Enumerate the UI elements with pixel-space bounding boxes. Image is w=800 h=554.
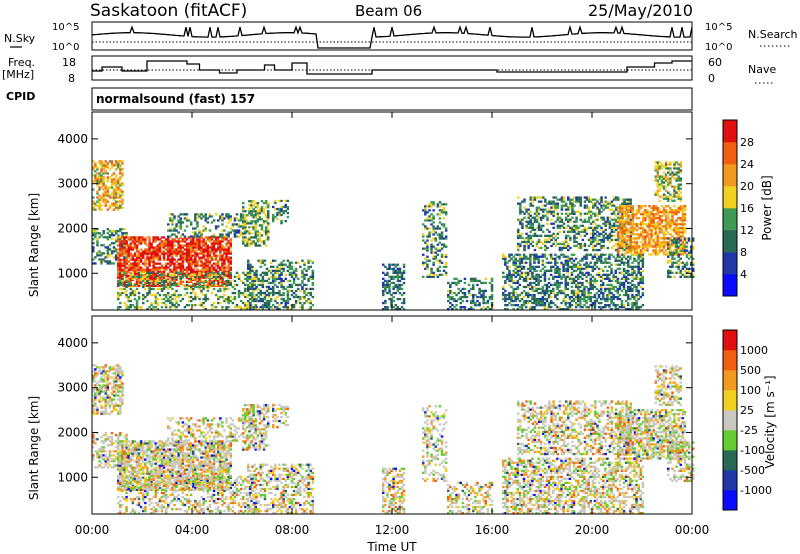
- colorbar-swatch: [723, 120, 737, 143]
- colorbar-frame: [722, 329, 738, 511]
- colorbar-tick-label: 12: [740, 224, 754, 237]
- power-scatter: [92, 160, 695, 311]
- colorbar-swatch: [723, 330, 737, 351]
- cpid-label: CPID: [6, 90, 35, 103]
- power-colorbar-label: Power [dB]: [760, 175, 774, 240]
- x-tick-label: 12:00: [375, 523, 410, 537]
- cpid-frame: [91, 87, 693, 111]
- nsky-tick-bottom: 10^0: [52, 42, 79, 53]
- freq-tick-bottom: 8: [68, 72, 75, 85]
- velocity-colorbar: 1000 500 100 25 -25 -100 -500 -1000: [722, 329, 772, 511]
- nsearch-tick-bottom: 10^0: [705, 42, 732, 53]
- x-tick-label: 00:00: [675, 523, 710, 537]
- colorbar-swatch: [723, 142, 737, 165]
- station-title: Saskatoon (fitACF): [90, 1, 247, 21]
- colorbar-swatch: [723, 450, 737, 471]
- time-xlabel: Time UT: [366, 540, 417, 554]
- colorbar-swatch: [723, 274, 737, 297]
- y-tick-label: 4000: [57, 132, 88, 146]
- cpid-text: normalsound (fast) 157: [96, 92, 255, 106]
- nsky-panel: N.Sky 10^5 10^0 10^5 10^0 N.Search: [4, 21, 798, 53]
- colorbar-swatch: [723, 430, 737, 451]
- freq-unit: [MHz]: [2, 68, 34, 81]
- colorbar-tick-label: -100: [740, 444, 765, 457]
- x-tick-label: 04:00: [175, 523, 210, 537]
- freq-label: Freq.: [8, 56, 35, 69]
- colorbar-swatch: [723, 164, 737, 187]
- power-colorbar: 28 24 20 16 12 8 4: [722, 119, 754, 297]
- nsearch-label: N.Search: [748, 28, 798, 41]
- nsearch-tick-top: 10^5: [705, 22, 732, 33]
- nave-label: Nave: [748, 63, 776, 76]
- velocity-colorbar-label: Velocity [m s⁻¹]: [763, 375, 777, 468]
- colorbar-tick-label: 25: [740, 404, 754, 417]
- y-tick-label: 1000: [57, 470, 88, 484]
- y-tick-label: 1000: [57, 266, 88, 280]
- colorbar-tick-label: -500: [740, 464, 765, 477]
- colorbar-tick-label: 500: [740, 364, 761, 377]
- colorbar-tick-label: 24: [740, 158, 754, 171]
- nave-tick-bottom: 0: [708, 72, 715, 85]
- nsky-label: N.Sky: [4, 32, 36, 45]
- colorbar-tick-label: 16: [740, 202, 754, 215]
- beam-title: Beam 06: [355, 2, 422, 20]
- colorbar-tick-label: -1000: [740, 484, 772, 497]
- colorbar-tick-label: 28: [740, 136, 754, 149]
- y-tick-label: 2000: [57, 425, 88, 439]
- power-y-axis: 1000 2000 3000 4000: [57, 132, 692, 280]
- colorbar-tick-label: 1000: [740, 344, 768, 357]
- colorbar-swatch: [723, 186, 737, 209]
- colorbar-swatch: [723, 350, 737, 371]
- freq-panel: Freq. [MHz] 18 8 60 0 Nave: [2, 55, 776, 85]
- velocity-ylabel: Slant Range [km]: [27, 396, 41, 500]
- colorbar-swatch: [723, 370, 737, 391]
- velocity-panel: 1000 2000 3000 4000 Slant Range [km] 1000 50…: [27, 315, 777, 515]
- colorbar-swatch: [723, 410, 737, 431]
- velocity-scatter: [92, 364, 695, 515]
- x-tick-label: 16:00: [475, 523, 510, 537]
- nave-tick-top: 60: [708, 56, 722, 69]
- power-ylabel: Slant Range [km]: [27, 193, 41, 297]
- y-tick-label: 3000: [57, 381, 88, 395]
- y-tick-label: 4000: [57, 336, 88, 350]
- colorbar-tick-label: 4: [740, 268, 747, 281]
- y-tick-label: 3000: [57, 177, 88, 191]
- x-tick-label: 08:00: [275, 523, 310, 537]
- x-tick-label: 00:00: [75, 523, 110, 537]
- colorbar-swatch: [723, 252, 737, 275]
- freq-frame: [91, 55, 693, 81]
- colorbar-swatch: [723, 390, 737, 411]
- x-tick-label: 20:00: [575, 523, 610, 537]
- freq-tick-top: 18: [62, 56, 76, 69]
- colorbar-tick-label: 20: [740, 180, 754, 193]
- colorbar-swatch: [723, 490, 737, 511]
- colorbar-tick-label: -25: [740, 424, 758, 437]
- y-tick-label: 2000: [57, 221, 88, 235]
- nsky-frame: [91, 21, 693, 51]
- colorbar-swatch: [723, 230, 737, 253]
- freq-series: [92, 60, 692, 75]
- colorbar-tick-label: 100: [740, 384, 761, 397]
- colorbar-tick-label: 8: [740, 246, 747, 259]
- nsky-series: [91, 24, 693, 49]
- velocity-y-axis: 1000 2000 3000 4000: [57, 336, 692, 484]
- date-title: 25/May/2010: [588, 1, 693, 20]
- colorbar-swatch: [723, 208, 737, 231]
- time-x-axis: 00:00 04:00 08:00 12:00 16:00 20:00 00:00: [75, 112, 710, 537]
- nsky-tick-top: 10^5: [52, 22, 79, 33]
- colorbar-swatch: [723, 470, 737, 491]
- power-panel: 1000 2000 3000 4000 Slant Range [km] 28 24 20…: [27, 111, 774, 311]
- colorbar-frame: [722, 119, 738, 297]
- cpid-row: CPID normalsound (fast) 157: [6, 87, 693, 111]
